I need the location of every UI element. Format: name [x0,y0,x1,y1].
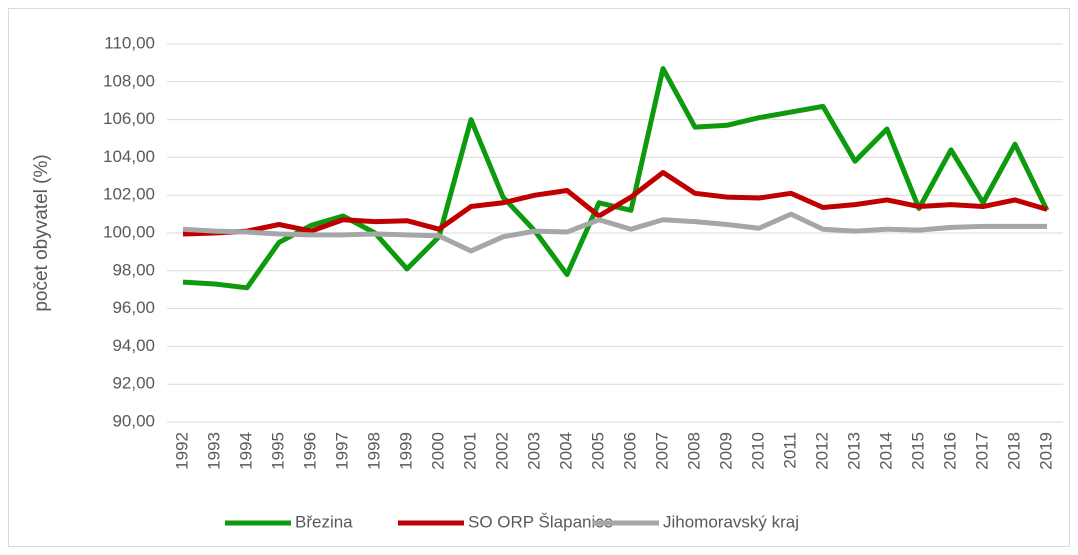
x-tick-label: 2017 [972,432,991,470]
x-tick-label: 1996 [300,432,319,470]
x-tick-label: 2007 [652,432,671,470]
x-tick-label: 2014 [876,432,895,470]
x-tick-label: 2018 [1004,432,1023,470]
y-tick-label: 96,00 [112,298,155,317]
y-tick-label: 102,00 [103,185,155,204]
x-tick-label: 1997 [332,432,351,470]
y-tick-label: 94,00 [112,336,155,355]
y-tick-label: 100,00 [103,222,155,241]
y-tick-label: 110,00 [104,33,155,52]
x-tick-label: 2010 [748,432,767,470]
legend-label: SO ORP Šlapanice [468,512,613,531]
x-tick-label: 2013 [844,432,863,470]
x-tick-label: 2003 [524,432,543,470]
x-tick-label: 2004 [556,432,575,470]
y-tick-label: 108,00 [103,71,155,90]
x-tick-label: 1993 [204,432,223,470]
x-tick-label: 2008 [684,432,703,470]
x-tick-label: 1999 [396,432,415,470]
x-tick-label: 2001 [460,432,479,470]
x-tick-label: 1998 [364,432,383,470]
chart-border [8,8,1070,547]
line-series [182,170,1048,237]
x-tick-label: 2012 [812,432,831,470]
x-tick-label: 2005 [588,432,607,470]
y-tick-label: 90,00 [112,411,155,430]
legend-label: Březina [295,512,353,531]
y-tick-label: 92,00 [112,374,155,393]
x-tick-label: 2011 [780,432,799,469]
x-tick-label: 1992 [172,432,191,470]
y-tick-label: 98,00 [112,260,155,279]
legend-label: Jihomoravský kraj [663,512,799,531]
x-tick-label: 2019 [1036,432,1055,470]
y-tick-label: 104,00 [103,147,155,166]
line-series [182,211,1047,254]
x-tick-label: 2009 [716,432,735,470]
x-tick-label: 2016 [940,432,959,470]
x-tick-label: 1994 [236,432,255,470]
x-tick-label: 1995 [268,432,287,470]
y-tick-label: 106,00 [103,109,155,128]
x-tick-label: 2000 [428,432,447,470]
x-tick-label: 2002 [492,432,511,470]
x-tick-label: 2015 [908,432,927,470]
y-axis-label: počet obyvatel (%) [31,154,52,311]
x-tick-label: 2006 [620,432,639,470]
